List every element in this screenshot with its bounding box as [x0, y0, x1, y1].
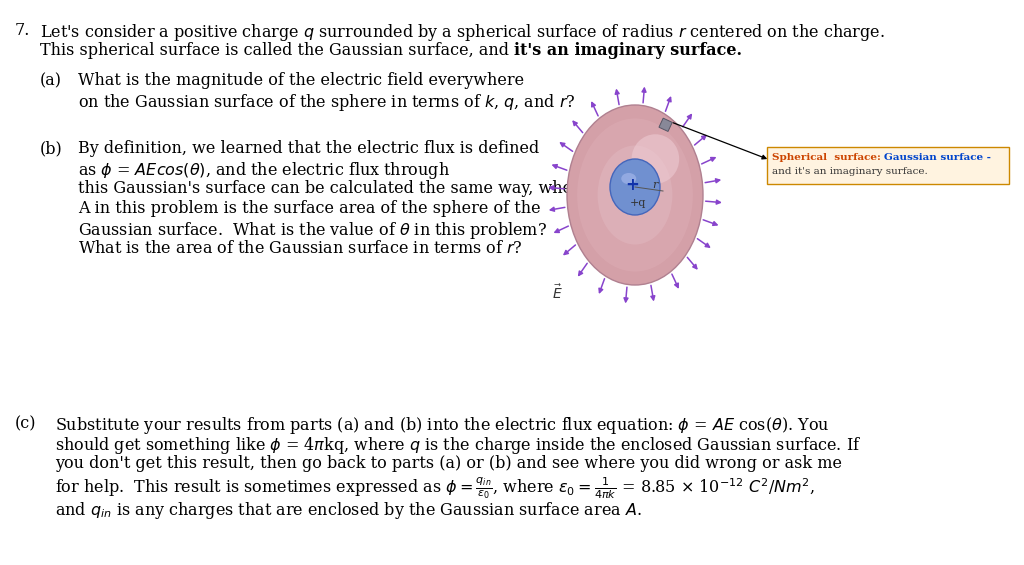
Text: This spherical surface is called the Gaussian surface, and: This spherical surface is called the Gau…	[40, 42, 514, 59]
Text: Let's consider a positive charge $q$ surrounded by a spherical surface of radius: Let's consider a positive charge $q$ sur…	[40, 22, 885, 43]
Ellipse shape	[622, 173, 636, 184]
Text: it's an imaginary surface.: it's an imaginary surface.	[514, 42, 742, 59]
Ellipse shape	[610, 159, 660, 215]
Text: Substitute your results from parts (a) and (b) into the electric flux equation: : Substitute your results from parts (a) a…	[55, 415, 829, 436]
Polygon shape	[659, 118, 672, 132]
Text: By definition, we learned that the electric flux is defined: By definition, we learned that the elect…	[78, 140, 540, 157]
Text: r: r	[652, 180, 657, 190]
Text: should get something like $\phi$ = 4$\pi$kq, where $q$ is the charge inside the : should get something like $\phi$ = 4$\pi…	[55, 435, 861, 456]
Text: as $\phi$ = $AEcos(\theta)$, and the electric flux through: as $\phi$ = $AEcos(\theta)$, and the ele…	[78, 160, 450, 181]
Text: What is the magnitude of the electric field everywhere: What is the magnitude of the electric fi…	[78, 72, 524, 89]
Text: 7.: 7.	[15, 22, 31, 39]
Text: +: +	[625, 176, 639, 194]
Text: you don't get this result, then go back to parts (a) or (b) and see where you di: you don't get this result, then go back …	[55, 455, 842, 472]
Text: Gaussian surface.  What is the value of $\theta$ in this problem?: Gaussian surface. What is the value of $…	[78, 220, 547, 241]
Text: +q: +q	[630, 198, 646, 208]
Text: $\vec{E}$: $\vec{E}$	[552, 284, 562, 302]
Ellipse shape	[632, 134, 679, 184]
Text: A in this problem is the surface area of the sphere of the: A in this problem is the surface area of…	[78, 200, 541, 217]
Text: (a): (a)	[40, 72, 62, 89]
Text: on the Gaussian surface of the sphere in terms of $k$, $q$, and $r$?: on the Gaussian surface of the sphere in…	[78, 92, 575, 113]
Ellipse shape	[578, 119, 693, 272]
Ellipse shape	[598, 146, 673, 245]
Text: Gaussian surface -: Gaussian surface -	[885, 153, 991, 162]
Ellipse shape	[567, 105, 703, 285]
Text: What is the area of the Gaussian surface in terms of $r$?: What is the area of the Gaussian surface…	[78, 240, 522, 257]
Text: for help.  This result is sometimes expressed as $\phi = \frac{q_{in}}{\epsilon_: for help. This result is sometimes expre…	[55, 475, 815, 501]
Text: and it's an imaginary surface.: and it's an imaginary surface.	[772, 167, 928, 176]
Text: (c): (c)	[15, 415, 37, 432]
FancyBboxPatch shape	[767, 147, 1009, 184]
Text: and $q_{in}$ is any charges that are enclosed by the Gaussian surface area $A$.: and $q_{in}$ is any charges that are enc…	[55, 500, 642, 521]
Text: (b): (b)	[40, 140, 62, 157]
Text: this Gaussian's surface can be calculated the same way, where: this Gaussian's surface can be calculate…	[78, 180, 590, 197]
Text: Spherical  surface:: Spherical surface:	[772, 153, 885, 162]
